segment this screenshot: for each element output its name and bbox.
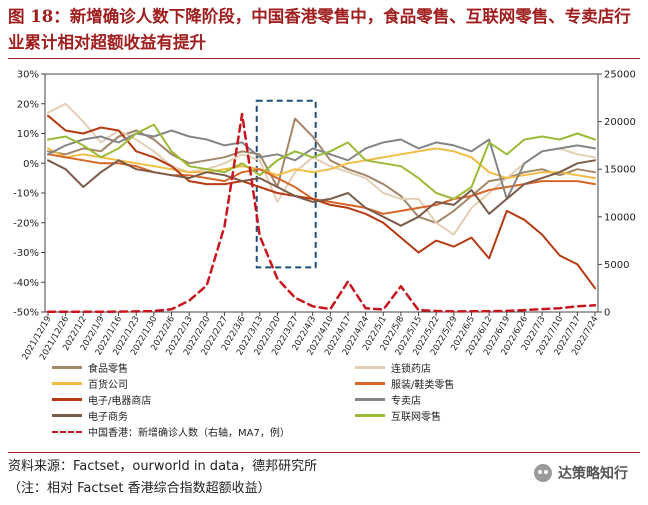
watermark: 达策略知行 — [534, 463, 628, 483]
legend-item-2: 百货公司 — [52, 376, 128, 391]
series-line-2 — [47, 147, 596, 180]
series-line-1 — [47, 102, 596, 236]
legend-swatch — [52, 414, 82, 417]
series-line-4 — [47, 114, 596, 290]
legend-swatch — [355, 382, 385, 385]
legend-swatch — [52, 430, 82, 433]
legend-swatch — [355, 414, 385, 417]
legend-label: 服装/鞋类零售 — [391, 380, 455, 391]
y-right-tick-label: 5000 — [604, 260, 629, 271]
watermark-text: 达策略知行 — [558, 466, 628, 482]
y-left-tick-label: 10% — [17, 129, 39, 140]
chart-legend: 食品零售 连锁药店百货公司 服装/鞋类零售电子/电器商店 专卖店电子商务 互联网零售中国… — [40, 360, 640, 450]
legend-label: 专卖店 — [391, 396, 421, 407]
y-left-tick-label: 30% — [17, 70, 39, 81]
y-left-tick-label: -30% — [13, 248, 39, 259]
y-left-tick-label: 0% — [23, 159, 39, 170]
y-right-tick-label: 10000 — [604, 212, 636, 223]
source-text: 资料来源：Factset，ourworld in data，德邦研究所 — [8, 459, 318, 474]
legend-swatch — [355, 366, 385, 369]
legend-swatch — [355, 398, 385, 401]
y-right-tick-label: 25000 — [604, 70, 636, 81]
line-chart: 30% 20% 10% 0% -10% -20% -30% -40% -50% 25000 2000… — [13, 70, 636, 361]
legend-label: 互联网零售 — [391, 412, 441, 423]
y-left-tick-label: -20% — [13, 218, 39, 229]
series-line-7 — [47, 123, 596, 200]
legend-item-5: 专卖店 — [355, 392, 421, 407]
wechat-icon — [534, 464, 552, 482]
title-rule — [8, 58, 640, 59]
series-line-5 — [47, 129, 596, 200]
legend-label: 连锁药店 — [391, 364, 431, 375]
legend-label: 电子/电器商店 — [88, 396, 152, 407]
legend-item-1: 连锁药店 — [355, 360, 431, 375]
legend-label: 食品零售 — [88, 364, 128, 375]
legend-item-6: 电子商务 — [52, 408, 128, 423]
legend-label: 百货公司 — [88, 380, 128, 391]
figure-title: 图 18：新增确诊人数下降阶段，中国香港零售中，食品零售、互联网零售、专卖店行业… — [8, 7, 631, 52]
legend-label: 中国香港：新增确诊人数（右轴，MA7，例） — [88, 428, 290, 439]
series-line-6 — [47, 159, 596, 227]
series-line-8 — [46, 112, 597, 314]
y-right-tick-label: 15000 — [604, 165, 636, 176]
note-text: （注：相对 Factset 香港综合指数超额收益） — [8, 481, 271, 496]
highlight-box — [255, 99, 317, 269]
legend-item-3: 服装/鞋类零售 — [355, 376, 454, 391]
legend-swatch — [52, 366, 82, 369]
y-right-tick-label: 20000 — [604, 117, 636, 128]
y-left-tick-label: -50% — [13, 308, 39, 319]
legend-item-7: 互联网零售 — [355, 408, 441, 423]
legend-label: 电子商务 — [88, 412, 128, 423]
legend-swatch — [52, 398, 82, 401]
source-block: 资料来源：Factset，ourworld in data，德邦研究所 （注：相… — [8, 456, 317, 500]
y-left-tick-label: -40% — [13, 278, 39, 289]
legend-item-0: 食品零售 — [52, 360, 128, 375]
source-rule — [8, 452, 640, 453]
y-right-tick-label: 0 — [604, 308, 610, 319]
y-left-tick-label: 20% — [17, 99, 39, 110]
legend-swatch — [52, 382, 82, 385]
legend-item-8: 中国香港：新增确诊人数（右轴，MA7，例） — [52, 424, 290, 439]
legend-item-4: 电子/电器商店 — [52, 392, 151, 407]
y-left-tick-label: -10% — [13, 189, 39, 200]
